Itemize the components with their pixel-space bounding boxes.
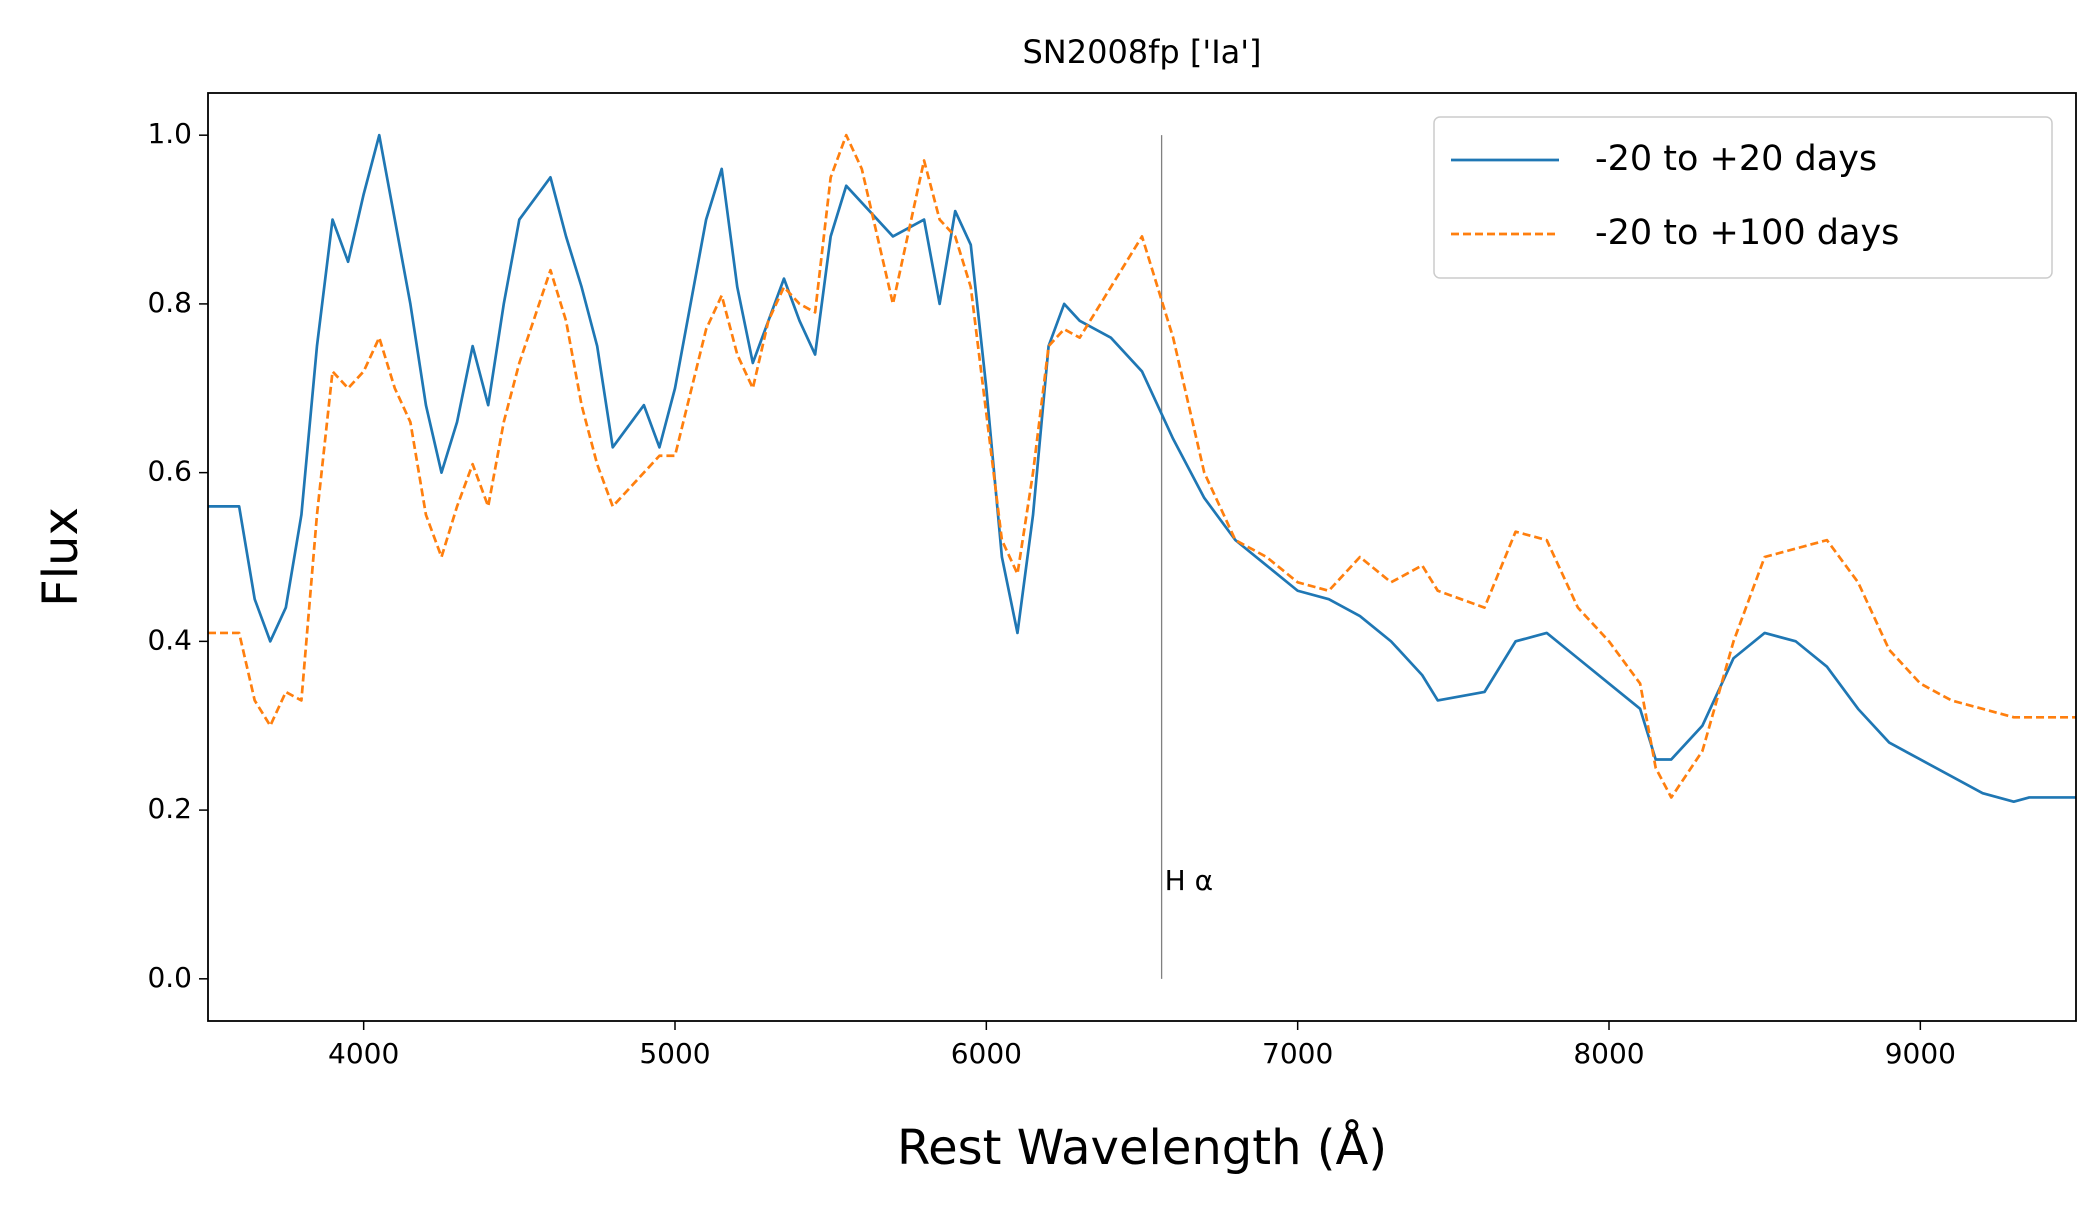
y-axis-label: Flux xyxy=(33,507,89,607)
x-tick-label: 9000 xyxy=(1885,1037,1956,1070)
x-axis-label: Rest Wavelength (Å) xyxy=(897,1119,1387,1176)
x-tick-label: 6000 xyxy=(951,1037,1022,1070)
x-tick-label: 4000 xyxy=(328,1037,399,1070)
h-alpha-label: H α xyxy=(1165,864,1213,897)
y-tick-label: 0.6 xyxy=(147,455,192,488)
y-tick-label: 0.8 xyxy=(147,286,192,319)
y-tick-label: 0.0 xyxy=(147,961,192,994)
x-tick-label: 5000 xyxy=(639,1037,710,1070)
legend-box xyxy=(1433,116,2053,279)
spectrum-line xyxy=(208,133,2076,799)
chart-title: SN2008fp ['Ia'] xyxy=(1022,33,1261,71)
x-tick-label: 7000 xyxy=(1262,1037,1333,1070)
y-tick-label: 1.0 xyxy=(147,117,192,150)
spectrum-line xyxy=(208,133,2076,804)
x-tick-label: 8000 xyxy=(1573,1037,1644,1070)
y-tick-label: 0.2 xyxy=(147,792,192,825)
y-tick-label: 0.4 xyxy=(147,623,192,656)
plot-frame xyxy=(207,92,2077,1022)
legend-label: -20 to +20 days xyxy=(1595,139,1877,179)
legend-label: -20 to +100 days xyxy=(1595,213,1899,253)
